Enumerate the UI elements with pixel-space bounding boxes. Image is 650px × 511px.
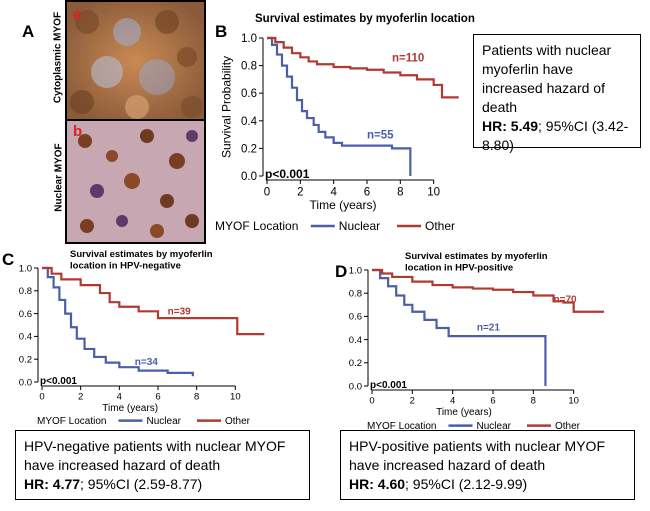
- panel-d-hr-value: 4.60: [377, 476, 406, 492]
- panel-c-hr-label: HR:: [24, 476, 49, 492]
- series-line-other: [42, 266, 265, 336]
- y-tick-label: 0.2: [19, 355, 32, 366]
- series-line-nuclear: [42, 266, 194, 377]
- legend-label-other: Other: [555, 421, 581, 432]
- chart-title: Survival estimates by myoferlin: [70, 249, 213, 260]
- x-tick-label: 2: [410, 396, 415, 407]
- x-tick-label: 2: [297, 187, 303, 199]
- y-tick-label: 1.0: [241, 33, 257, 45]
- p-value-label: p<0.001: [265, 167, 310, 181]
- panel-d-ci: ; 95%CI (2.12-9.99): [405, 476, 528, 492]
- x-tick-label: 8: [531, 396, 536, 407]
- legend-label-nuclear: Nuclear: [147, 416, 182, 427]
- series-line-other: [372, 268, 604, 313]
- panel-d-hr-label: HR:: [349, 476, 374, 492]
- y-tick-label: 0.8: [241, 61, 257, 73]
- legend-title: MYOF Location: [215, 219, 298, 233]
- x-tick-label: 4: [330, 187, 337, 199]
- n-label-nuclear: n=34: [135, 357, 159, 368]
- p-value-label: p<0.001: [40, 376, 77, 387]
- y-tick-label: 0.0: [19, 377, 32, 388]
- panel-b-summary: Patients with nuclear myoferlin have inc…: [482, 42, 612, 115]
- panel-c-summary: HPV-negative patients with nuclear MYOF …: [24, 438, 286, 473]
- legend-title: MYOF Location: [37, 416, 106, 427]
- chart-d: Survival estimates by myoferlinlocation …: [349, 251, 604, 432]
- x-axis-label: Time (years): [102, 403, 158, 414]
- cytoplasmic-ihc-image: [67, 2, 204, 120]
- x-tick-label: 10: [427, 187, 440, 199]
- panel-c-textbox: HPV-negative patients with nuclear MYOF …: [15, 430, 310, 500]
- chart-title: location in HPV-negative: [70, 261, 181, 272]
- y-tick-label: 0.2: [241, 143, 257, 155]
- x-axis-label: Time (years): [310, 198, 377, 212]
- ihc-image-panel: a b: [65, 0, 206, 244]
- series-line-nuclear: [267, 36, 412, 176]
- y-tick-label: 0.8: [19, 286, 32, 297]
- panel-a-letter: A: [22, 22, 35, 41]
- chart-title: Survival estimates by myoferlin: [405, 251, 548, 262]
- x-tick-label: 8: [397, 187, 403, 199]
- legend-title: MYOF Location: [367, 421, 436, 432]
- ihc-tag-a: a: [73, 6, 82, 23]
- x-axis-label: Time (years): [436, 407, 492, 418]
- y-tick-label: 1.0: [19, 263, 32, 274]
- legend-label-nuclear: Nuclear: [477, 421, 512, 432]
- cytoplasmic-myof-label: Cytoplasmic MYOF: [52, 11, 64, 104]
- panel-b-textbox: Patients with nuclear myoferlin have inc…: [473, 34, 641, 153]
- x-tick-label: 4: [117, 392, 122, 403]
- chart-title: Survival estimates by myoferlin location: [255, 13, 475, 25]
- x-tick-label: 0: [264, 187, 270, 199]
- y-tick-label: 0.6: [19, 309, 32, 320]
- panel-b-hr-label: HR:: [482, 118, 507, 134]
- n-label-nuclear: n=55: [367, 130, 394, 142]
- legend-label-other: Other: [225, 416, 251, 427]
- panel-d-summary: HPV-positive patients with nuclear MYOF …: [349, 438, 605, 473]
- x-tick-label: 0: [369, 396, 374, 407]
- ihc-tag-b: b: [73, 123, 83, 140]
- x-tick-label: 10: [230, 392, 241, 403]
- n-label-other: n=110: [392, 52, 424, 64]
- x-tick-label: 6: [155, 392, 160, 403]
- y-tick-label: 0.2: [349, 358, 362, 369]
- n-label-other: n=39: [168, 307, 192, 318]
- y-tick-label: 0.4: [349, 335, 362, 346]
- nuclear-ihc-image: [67, 121, 204, 242]
- panel-c-hr-value: 4.77: [52, 476, 81, 492]
- y-axis-label: Survival Probability: [220, 56, 234, 158]
- y-tick-label: 0.6: [349, 312, 362, 323]
- x-tick-label: 8: [194, 392, 199, 403]
- y-tick-label: 0.0: [349, 381, 362, 392]
- y-tick-label: 1.0: [349, 265, 362, 276]
- y-tick-label: 0.4: [241, 116, 258, 128]
- panel-d-letter: D: [335, 262, 348, 281]
- x-tick-label: 6: [364, 187, 370, 199]
- nuclear-myof-label: Nuclear MYOF: [53, 143, 65, 212]
- y-tick-label: 0.6: [241, 88, 257, 100]
- x-tick-label: 0: [39, 392, 44, 403]
- panel-c-ci: ; 95%CI (2.59-8.77): [80, 476, 203, 492]
- x-tick-label: 2: [78, 392, 83, 403]
- y-tick-label: 0.0: [241, 171, 257, 183]
- panel-c-letter: C: [2, 250, 15, 269]
- panel-b-letter: B: [215, 22, 228, 41]
- x-tick-label: 6: [490, 396, 495, 407]
- panel-d-textbox: HPV-positive patients with nuclear MYOF …: [340, 430, 635, 500]
- x-tick-label: 4: [450, 396, 455, 407]
- p-value-label: p<0.001: [370, 380, 407, 391]
- series-line-other: [267, 36, 459, 99]
- series-line-nuclear: [372, 268, 547, 386]
- x-tick-label: 10: [568, 396, 579, 407]
- y-tick-label: 0.4: [19, 332, 32, 343]
- legend-label-other: Other: [425, 219, 455, 233]
- panel-b-hr-value: 5.49: [510, 118, 539, 134]
- y-tick-label: 0.8: [349, 289, 362, 300]
- panel-b-ci: ; 95%CI (3.42-8.80): [482, 118, 629, 153]
- chart-c: Survival estimates by myoferlinlocation …: [19, 249, 265, 427]
- legend-label-nuclear: Nuclear: [339, 219, 380, 233]
- chart-title: location in HPV-positive: [405, 263, 513, 274]
- n-label-other: n=70: [554, 294, 578, 305]
- chart-b: Survival estimates by myoferlin location…: [215, 13, 475, 233]
- n-label-nuclear: n=21: [477, 322, 501, 333]
